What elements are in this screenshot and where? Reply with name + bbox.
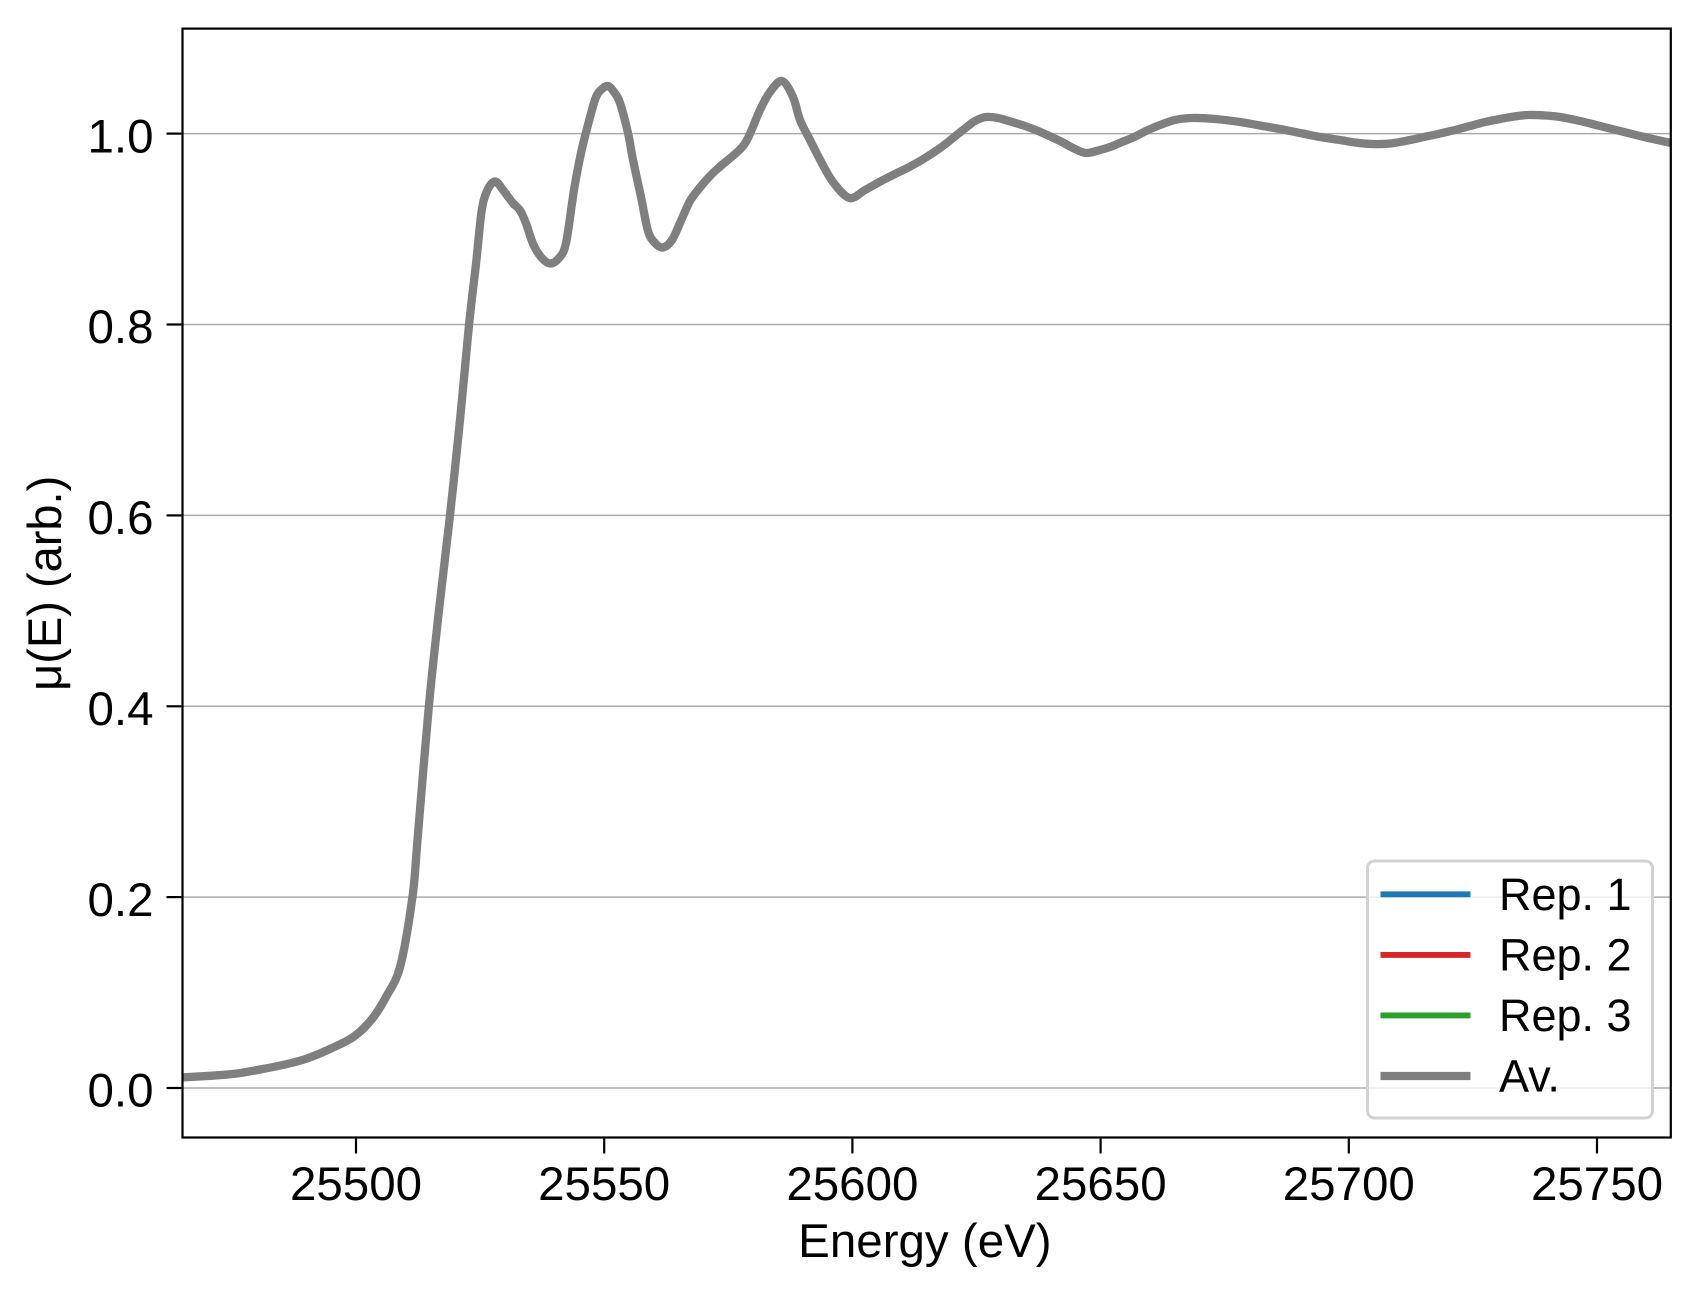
- svg-text:Rep. 3: Rep. 3: [1499, 990, 1632, 1041]
- svg-text:25600: 25600: [786, 1158, 918, 1211]
- svg-text:25700: 25700: [1283, 1158, 1415, 1211]
- svg-text:25550: 25550: [538, 1158, 670, 1211]
- svg-text:Rep. 2: Rep. 2: [1499, 929, 1632, 980]
- svg-text:0.2: 0.2: [87, 874, 153, 927]
- svg-text:μ(E) (arb.): μ(E) (arb.): [18, 476, 71, 691]
- svg-text:0.4: 0.4: [87, 683, 153, 736]
- svg-text:0.6: 0.6: [87, 492, 153, 545]
- svg-text:Rep. 1: Rep. 1: [1499, 869, 1632, 920]
- svg-text:0.8: 0.8: [87, 301, 153, 354]
- svg-text:25650: 25650: [1035, 1158, 1167, 1211]
- svg-text:0.0: 0.0: [87, 1065, 153, 1118]
- svg-text:25500: 25500: [290, 1158, 422, 1211]
- svg-text:Av.: Av.: [1499, 1051, 1560, 1102]
- svg-text:1.0: 1.0: [87, 110, 153, 163]
- svg-text:Energy (eV): Energy (eV): [798, 1215, 1051, 1268]
- svg-text:25750: 25750: [1531, 1158, 1663, 1211]
